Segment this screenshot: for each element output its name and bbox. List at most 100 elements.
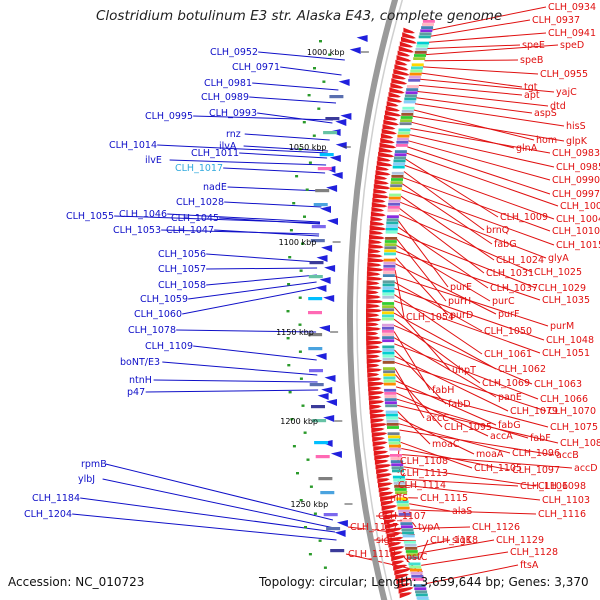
forward-gene-arrow <box>384 115 398 121</box>
cog-block <box>384 388 397 392</box>
cog-block <box>413 57 426 60</box>
cog-block <box>382 345 395 349</box>
gene-label-right: CLH_0941 <box>548 28 596 39</box>
gene-label-right: glyA <box>548 253 569 264</box>
left-leader-line <box>239 152 328 159</box>
reverse-gene-arrow <box>327 218 338 225</box>
forward-gene-arrow <box>393 69 410 76</box>
cog-block <box>394 485 407 488</box>
gene-label-right: hisS <box>566 121 586 132</box>
scale-tick-label: 1100 kbp <box>279 238 317 247</box>
cog-block <box>388 199 401 203</box>
gene-label-right: glpK <box>566 136 588 147</box>
cog-block <box>382 311 394 315</box>
left-leader-line <box>252 82 339 91</box>
forward-gene-arrow <box>388 542 402 548</box>
cog-block <box>382 317 394 321</box>
cog-block <box>382 308 395 312</box>
cog-block <box>384 392 397 395</box>
cog-block <box>388 435 400 439</box>
reverse-cog-block <box>315 189 330 193</box>
scale-tick-label: 1250 kbp <box>291 500 329 509</box>
forward-gene-arrow <box>366 331 379 336</box>
gene-label-right: CLH_1000 <box>560 201 600 212</box>
forward-gene-arrow <box>366 322 379 327</box>
forward-gene-arrow <box>395 59 408 66</box>
right-leader-line <box>405 158 499 218</box>
gene-label-right: CLH_1117 <box>350 522 398 533</box>
cog-block <box>416 44 429 48</box>
cog-block <box>414 51 427 54</box>
right-leader-line <box>397 220 449 288</box>
right-leader-line <box>414 103 565 127</box>
gene-label-right: pstC <box>406 552 428 563</box>
right-leader-line <box>419 539 429 560</box>
cog-block <box>411 66 423 70</box>
forward-gene-arrow <box>398 46 415 53</box>
cog-block <box>422 23 434 26</box>
cog-block <box>387 432 400 436</box>
right-leader-line <box>395 380 497 426</box>
cog-block <box>393 481 406 485</box>
gene-label-right: CLH_1128 <box>510 547 558 558</box>
gc-marker <box>301 242 304 245</box>
forward-gene-arrow <box>376 161 393 167</box>
forward-gene-arrow <box>392 560 405 566</box>
gene-label-right: accC <box>426 413 449 424</box>
forward-gene-arrow <box>375 170 391 176</box>
forward-gene-arrow <box>397 583 411 589</box>
cog-block <box>392 165 405 169</box>
right-leader-line <box>403 466 537 487</box>
right-leader-line <box>418 84 523 96</box>
forward-gene-arrow <box>367 377 382 382</box>
scale-tick-label: 1200 kbp <box>280 417 318 426</box>
gc-marker <box>287 283 291 286</box>
left-leader-line <box>214 229 320 237</box>
forward-gene-arrow <box>390 551 403 557</box>
reverse-gene-arrow <box>317 393 329 400</box>
gene-label-right: glnA <box>516 143 538 154</box>
forward-gene-arrow <box>368 386 382 392</box>
gene-label-right: speE <box>522 40 545 51</box>
cog-block <box>382 274 395 277</box>
cog-block <box>389 193 402 197</box>
cog-block <box>410 571 423 575</box>
gc-marker <box>290 418 294 421</box>
cog-block <box>400 119 413 122</box>
right-leader-line <box>421 551 509 566</box>
genome-backbone <box>346 0 399 600</box>
gene-label-right: CLH_0934 <box>548 2 596 13</box>
forward-gene-arrow <box>380 133 394 139</box>
gene-label-right: CLH_1118 <box>430 535 478 546</box>
right-leader-line <box>396 238 447 302</box>
forward-gene-arrow <box>366 308 383 313</box>
reverse-cog-block <box>325 117 340 121</box>
cog-block <box>405 91 418 95</box>
cog-block <box>384 395 397 398</box>
right-leader-line <box>403 171 485 231</box>
reverse-gene-arrow <box>336 520 348 527</box>
reverse-cog-block <box>313 203 328 207</box>
gc-marker <box>313 512 317 515</box>
right-leader-line <box>412 521 417 528</box>
reverse-cog-block <box>310 239 325 243</box>
right-leader-line <box>393 324 533 385</box>
gene-label-right: CLH_0990 <box>552 175 600 186</box>
forward-gene-arrow <box>372 441 388 447</box>
gene-label-left: rpmB <box>81 459 107 470</box>
cog-block <box>391 171 404 175</box>
left-leader-line <box>145 389 319 393</box>
cog-block <box>398 128 411 132</box>
cog-block <box>413 584 426 587</box>
gene-label-right: brnQ <box>486 225 509 236</box>
forward-gene-arrow <box>391 78 408 85</box>
right-leader-line <box>394 355 509 412</box>
cog-block <box>382 280 395 284</box>
forward-gene-arrow <box>369 400 385 405</box>
cog-block <box>382 361 395 364</box>
gene-label-left: CLH_1028 <box>176 197 224 208</box>
reverse-cog-block <box>326 527 341 531</box>
right-leader-line <box>345 553 423 572</box>
forward-gene-arrow <box>380 495 397 502</box>
